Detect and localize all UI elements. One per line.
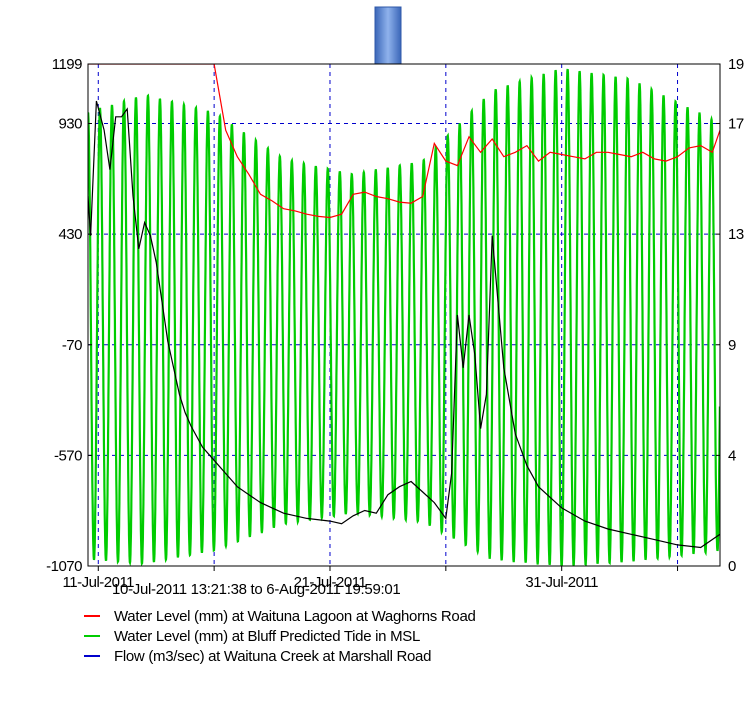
y-right-tick-label: 19 [728, 56, 744, 73]
legend-item-tide: Water Level (mm) at Bluff Predicted Tide… [84, 626, 476, 646]
x-tick-label: 21-Jul-2011 [294, 574, 367, 591]
x-tick-label: 11-Jul-2011 [63, 574, 135, 591]
y-right-tick-label: 9 [728, 337, 736, 354]
y-left-tick-label: 1199 [52, 56, 82, 73]
y-right-tick-label: 0 [728, 558, 736, 575]
legend-label-tide: Water Level (mm) at Bluff Predicted Tide… [114, 627, 421, 645]
y-left-tick-label: 430 [58, 226, 82, 243]
legend-swatch-blue [84, 655, 100, 657]
legend-item-flow: Flow (m3/sec) at Waituna Creek at Marsha… [84, 646, 476, 666]
y-right-tick-label: 13 [728, 226, 744, 243]
y-right-tick-label: 17 [728, 116, 744, 133]
y-right-tick-label: 4 [728, 447, 736, 464]
legend-label-flow: Flow (m3/sec) at Waituna Creek at Marsha… [114, 647, 432, 665]
legend: Water Level (mm) at Waituna Lagoon at Wa… [84, 606, 476, 666]
legend-swatch-green [84, 635, 100, 637]
y-left-tick-label: 930 [58, 116, 82, 133]
legend-item-lagoon: Water Level (mm) at Waituna Lagoon at Wa… [84, 606, 476, 626]
y-left-tick-label: -1070 [46, 558, 82, 575]
plot-frame [87, 63, 721, 567]
series-layer [88, 64, 720, 566]
series-line-lagoon [88, 64, 720, 219]
y-left-tick-label: -570 [54, 447, 82, 464]
legend-swatch-red [84, 615, 100, 617]
axis-labels: 1199 930 430 -70 -570 -1070 19 17 13 9 4 0 11-Jul-20… [46, 56, 744, 591]
legend-label-lagoon: Water Level (mm) at Waituna Lagoon at Wa… [114, 607, 476, 625]
date-range-label: 10-Jul-2011 13:21:38 to 6-Aug-2011 19:59… [112, 581, 401, 598]
series-line-flow [88, 100, 720, 549]
series-line-tide [88, 68, 720, 566]
y-left-tick-label: -70 [62, 337, 82, 354]
x-tick-label: 31-Jul-2011 [525, 574, 598, 591]
